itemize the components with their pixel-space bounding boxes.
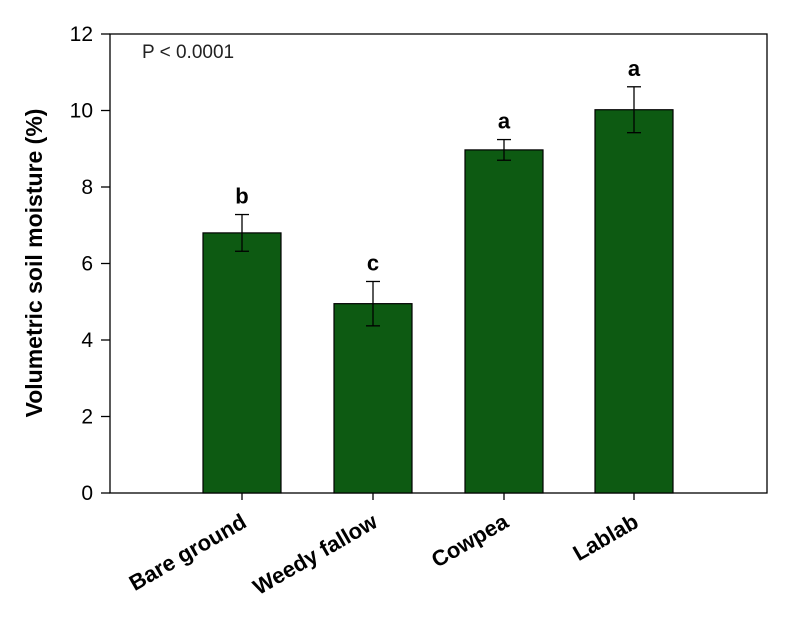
bar [333, 303, 413, 494]
y-tick-label: 10 [70, 100, 93, 123]
y-tick-label: 6 [81, 253, 93, 276]
y-tick-label: 12 [70, 23, 93, 46]
significance-letter: a [628, 56, 641, 81]
category-label: Lablab [569, 509, 643, 566]
y-tick-label: 2 [81, 406, 93, 429]
y-tick-label: 0 [81, 482, 93, 505]
y-tick-label: 4 [81, 329, 93, 352]
significance-letter: b [235, 184, 248, 209]
significance-letter: a [498, 109, 511, 134]
category-label: Cowpea [427, 508, 513, 572]
category-label: Weedy fallow [249, 508, 383, 600]
y-axis-ticks: 0 2 4 6 8 10 12 [70, 23, 110, 505]
y-tick-label: 8 [81, 176, 93, 199]
bar [594, 109, 674, 494]
bar [464, 149, 544, 494]
significance-letter: c [367, 250, 379, 275]
y-axis-label: Volumetric soil moisture (%) [21, 109, 47, 418]
category-label: Bare ground [125, 509, 251, 596]
p-value-annotation: P < 0.0001 [142, 42, 234, 63]
bar [202, 232, 282, 494]
bars-group: b c a a [202, 56, 674, 494]
